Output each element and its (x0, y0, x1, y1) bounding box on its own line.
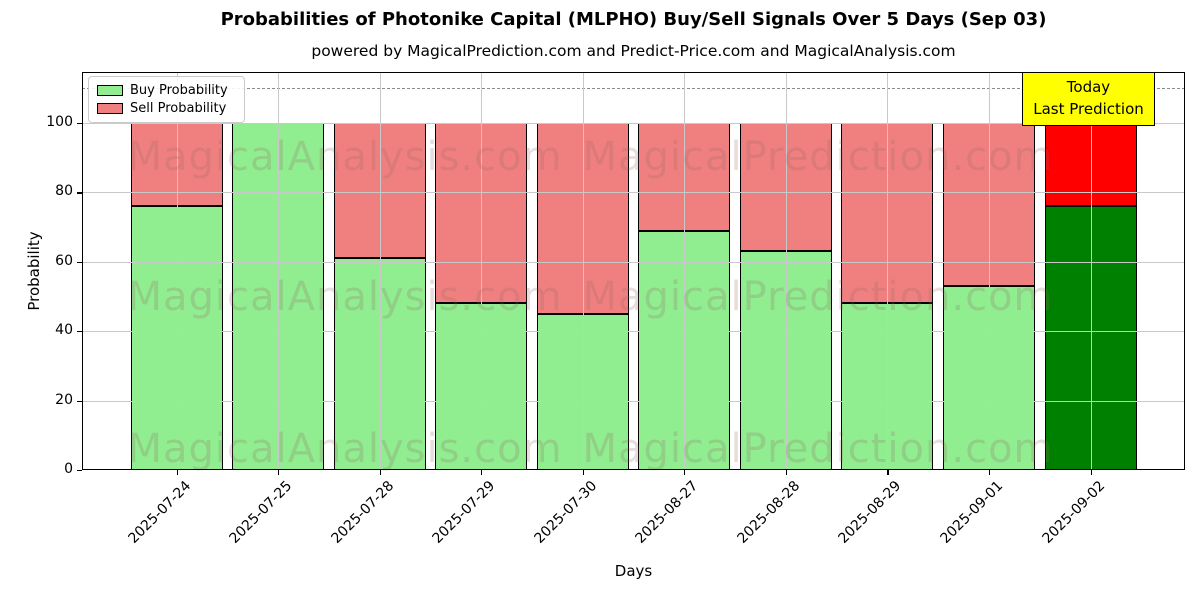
x-tick-mark (988, 470, 991, 475)
legend: Buy Probability Sell Probability (88, 76, 245, 123)
watermark-text: MagicalPrediction.com (582, 426, 1054, 472)
gridline-horizontal (82, 123, 1185, 124)
x-axis-label: Days (614, 562, 653, 580)
x-tick-label: 2025-07-24 (124, 478, 194, 547)
threshold-dashed-line (82, 88, 1185, 90)
buy-swatch-icon (97, 85, 123, 96)
y-tick-mark (77, 123, 82, 125)
gridline-vertical (887, 72, 889, 470)
y-tick-mark (77, 192, 82, 194)
y-tick-mark (77, 261, 82, 263)
today-annotation: Today Last Prediction (1022, 72, 1155, 126)
chart-title: Probabilities of Photonike Capital (MLPH… (220, 9, 1047, 30)
gridline-vertical (988, 72, 990, 470)
gridline-vertical (1090, 72, 1092, 470)
x-tick-mark (1090, 470, 1092, 475)
sell-swatch-icon (97, 103, 123, 114)
y-tick-label: 20 (55, 391, 73, 408)
y-tick-label: 0 (64, 461, 73, 477)
legend-item-buy: Buy Probability (97, 83, 236, 98)
x-tick-mark (785, 470, 788, 475)
x-tick-mark (684, 470, 686, 475)
watermark-text: MagicalAnalysis.com (127, 274, 563, 320)
gridline-horizontal (82, 400, 1185, 402)
watermark-text: MagicalAnalysis.com (127, 134, 563, 180)
gridline-vertical (684, 72, 686, 470)
watermark-text: MagicalAnalysis.com (127, 426, 563, 472)
y-tick-mark (77, 470, 82, 472)
x-tick-mark (887, 470, 889, 475)
today-annotation-line1: Today (1066, 78, 1111, 97)
y-tick-mark (77, 400, 82, 402)
legend-label-sell: Sell Probability (130, 101, 227, 116)
gridline-horizontal (82, 331, 1185, 333)
gridline-vertical (785, 72, 787, 470)
gridline-vertical (582, 72, 584, 470)
today-annotation-line2: Last Prediction (1033, 100, 1144, 118)
y-tick-mark (77, 331, 82, 333)
gridline-vertical (278, 72, 280, 470)
y-axis-label: Probability (25, 231, 43, 311)
chart-subtitle: powered by MagicalPrediction.com and Pre… (311, 42, 956, 60)
x-tick-mark (176, 470, 178, 475)
y-tick-label: 40 (55, 322, 73, 339)
watermark-text: MagicalPrediction.com (582, 274, 1054, 320)
x-tick-mark (379, 470, 381, 475)
x-tick-mark (278, 470, 280, 475)
gridline-vertical (379, 72, 381, 470)
gridline-vertical (481, 72, 483, 470)
y-tick-label: 60 (55, 252, 73, 269)
x-tick-mark (582, 470, 584, 475)
y-tick-label: 100 (46, 114, 73, 130)
legend-item-sell: Sell Probability (97, 101, 236, 116)
watermark-text: MagicalPrediction.com (582, 134, 1054, 180)
gridline-vertical (176, 72, 178, 470)
gridline-horizontal (82, 261, 1185, 263)
x-tick-mark (481, 470, 483, 475)
y-tick-label: 80 (55, 183, 73, 200)
gridline-horizontal (82, 192, 1185, 194)
legend-label-buy: Buy Probability (130, 83, 228, 98)
